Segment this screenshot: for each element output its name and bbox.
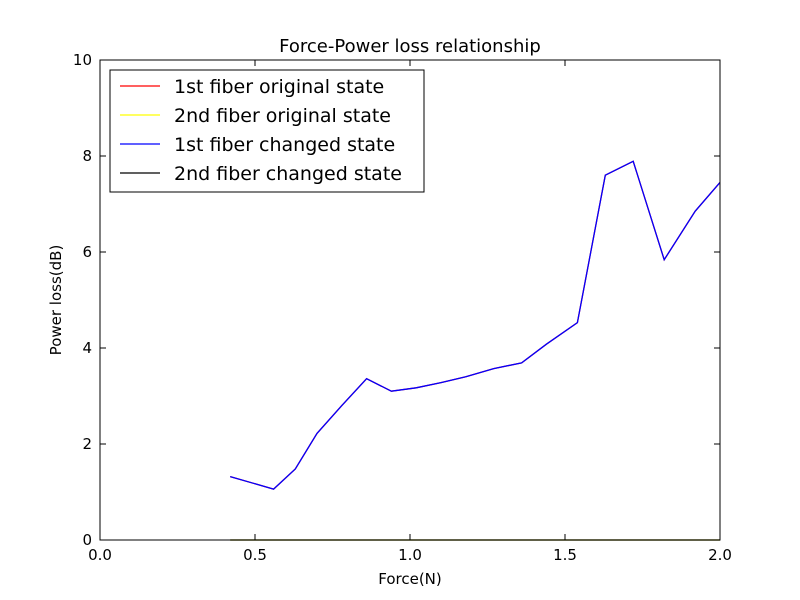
- y-tick-label: 2: [82, 435, 92, 453]
- x-tick-label: 1.5: [553, 546, 577, 564]
- series-line-3: [230, 160, 721, 490]
- x-axis-label: Force(N): [378, 570, 442, 588]
- legend-entry-label: 1st fiber original state: [174, 76, 384, 98]
- y-tick-label: 4: [82, 339, 92, 357]
- x-tick-label: 0.5: [243, 546, 267, 564]
- y-tick-label: 8: [82, 147, 92, 165]
- x-tick-label: 1.0: [398, 546, 422, 564]
- legend-box: [109, 69, 425, 193]
- legend: 1st fiber original state 2nd fiber origin…: [109, 69, 425, 193]
- x-tick-label: 0.0: [88, 546, 112, 564]
- legend-entry-label: 2nd fiber original state: [174, 105, 391, 127]
- legend-entry-label: 1st fiber changed state: [174, 134, 395, 156]
- y-tick-label: 0: [82, 531, 92, 549]
- y-tick-label: 6: [82, 243, 92, 261]
- y-axis-label: Power loss(dB): [47, 245, 65, 356]
- x-tick-label: 2.0: [708, 546, 732, 564]
- legend-entry-label: 2nd fiber changed state: [174, 163, 402, 185]
- axes-frame: [99, 59, 721, 541]
- y-tick-label: 10: [73, 51, 92, 69]
- chart-title: Force-Power loss relationship: [279, 36, 541, 57]
